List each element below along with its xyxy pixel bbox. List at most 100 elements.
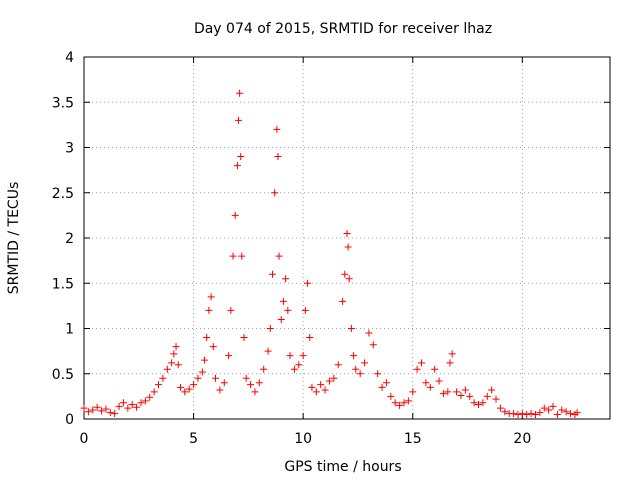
data-point [155,381,163,389]
data-point [453,388,461,396]
data-point [439,390,447,398]
data-point [115,402,123,410]
data-point [290,365,298,373]
data-point [457,391,465,399]
data-point [496,404,504,412]
data-point [137,399,145,407]
data-point [444,388,452,396]
data-point [350,352,358,360]
data-point [339,297,347,305]
data-point [159,374,167,382]
data-point [207,293,215,301]
data-point [365,329,373,337]
data-point [378,383,386,391]
data-point [345,275,353,283]
data-point [181,388,189,396]
data-point [549,402,557,410]
data-point [176,383,184,391]
data-point [266,325,274,332]
data-point [347,325,355,332]
data-point [382,379,390,387]
data-point [523,410,531,418]
data-point [536,409,544,417]
data-point [317,381,325,389]
data-point [209,343,217,351]
data-point [330,374,338,382]
data-point [374,370,382,378]
data-point [190,381,198,389]
data-point [268,270,276,278]
y-tick-label: 1 [65,322,74,338]
data-point [146,393,154,401]
x-axis-label: GPS time / hours [284,459,401,475]
x-tick-label: 5 [189,431,198,447]
data-point [124,404,132,412]
data-point [448,350,456,358]
data-point [558,406,566,414]
data-point [84,408,92,416]
y-tick-label: 2 [65,231,74,247]
data-point [387,392,395,400]
x-tick-label: 20 [513,431,531,447]
data-point [102,405,110,413]
data-point [341,270,349,278]
data-point [89,406,97,414]
x-tick-label: 10 [294,431,312,447]
data-point [220,379,228,387]
data-point [80,404,88,412]
data-point [422,379,430,387]
data-point [356,370,364,378]
data-point [286,352,294,360]
data-point [312,388,320,396]
data-point [227,306,235,314]
data-point [304,279,312,287]
data-point [391,399,399,407]
data-point [369,341,377,349]
data-point [255,379,263,387]
data-point [334,361,342,369]
data-point [170,350,178,358]
data-point [203,334,211,342]
data-point [470,399,478,407]
data-point [299,352,307,360]
data-point [510,410,518,418]
chart-title: Day 074 of 2015, SRMTID for receiver lha… [194,21,492,37]
data-point [119,399,127,407]
data-point [518,410,526,418]
data-point [237,153,245,161]
data-point [431,365,439,373]
data-point [400,399,408,407]
data-point [531,410,539,418]
y-tick-label: 0 [65,412,74,428]
data-point [185,385,193,393]
data-point [172,343,180,351]
data-point [240,334,248,342]
data-point [229,252,237,260]
data-point [545,406,553,414]
data-point [93,403,101,411]
data-point [264,347,272,355]
point-layer [80,89,581,418]
data-point [273,125,281,133]
data-point [301,306,309,314]
data-point [198,368,206,376]
data-point [168,359,176,367]
y-tick-label: 4 [65,50,74,66]
data-point [235,116,243,124]
data-point [236,89,244,97]
data-point [260,365,268,373]
data-point [514,410,522,418]
data-point [233,162,241,170]
y-tick-label: 0.5 [52,367,74,383]
data-point [150,388,158,396]
x-tick-label: 15 [404,431,422,447]
y-tick-label: 3 [65,141,74,157]
data-point [553,410,561,418]
data-point [201,356,209,364]
data-point [343,229,351,237]
plot-frame [83,56,611,420]
data-point [277,315,285,323]
data-point [216,386,224,394]
data-point [527,410,535,418]
